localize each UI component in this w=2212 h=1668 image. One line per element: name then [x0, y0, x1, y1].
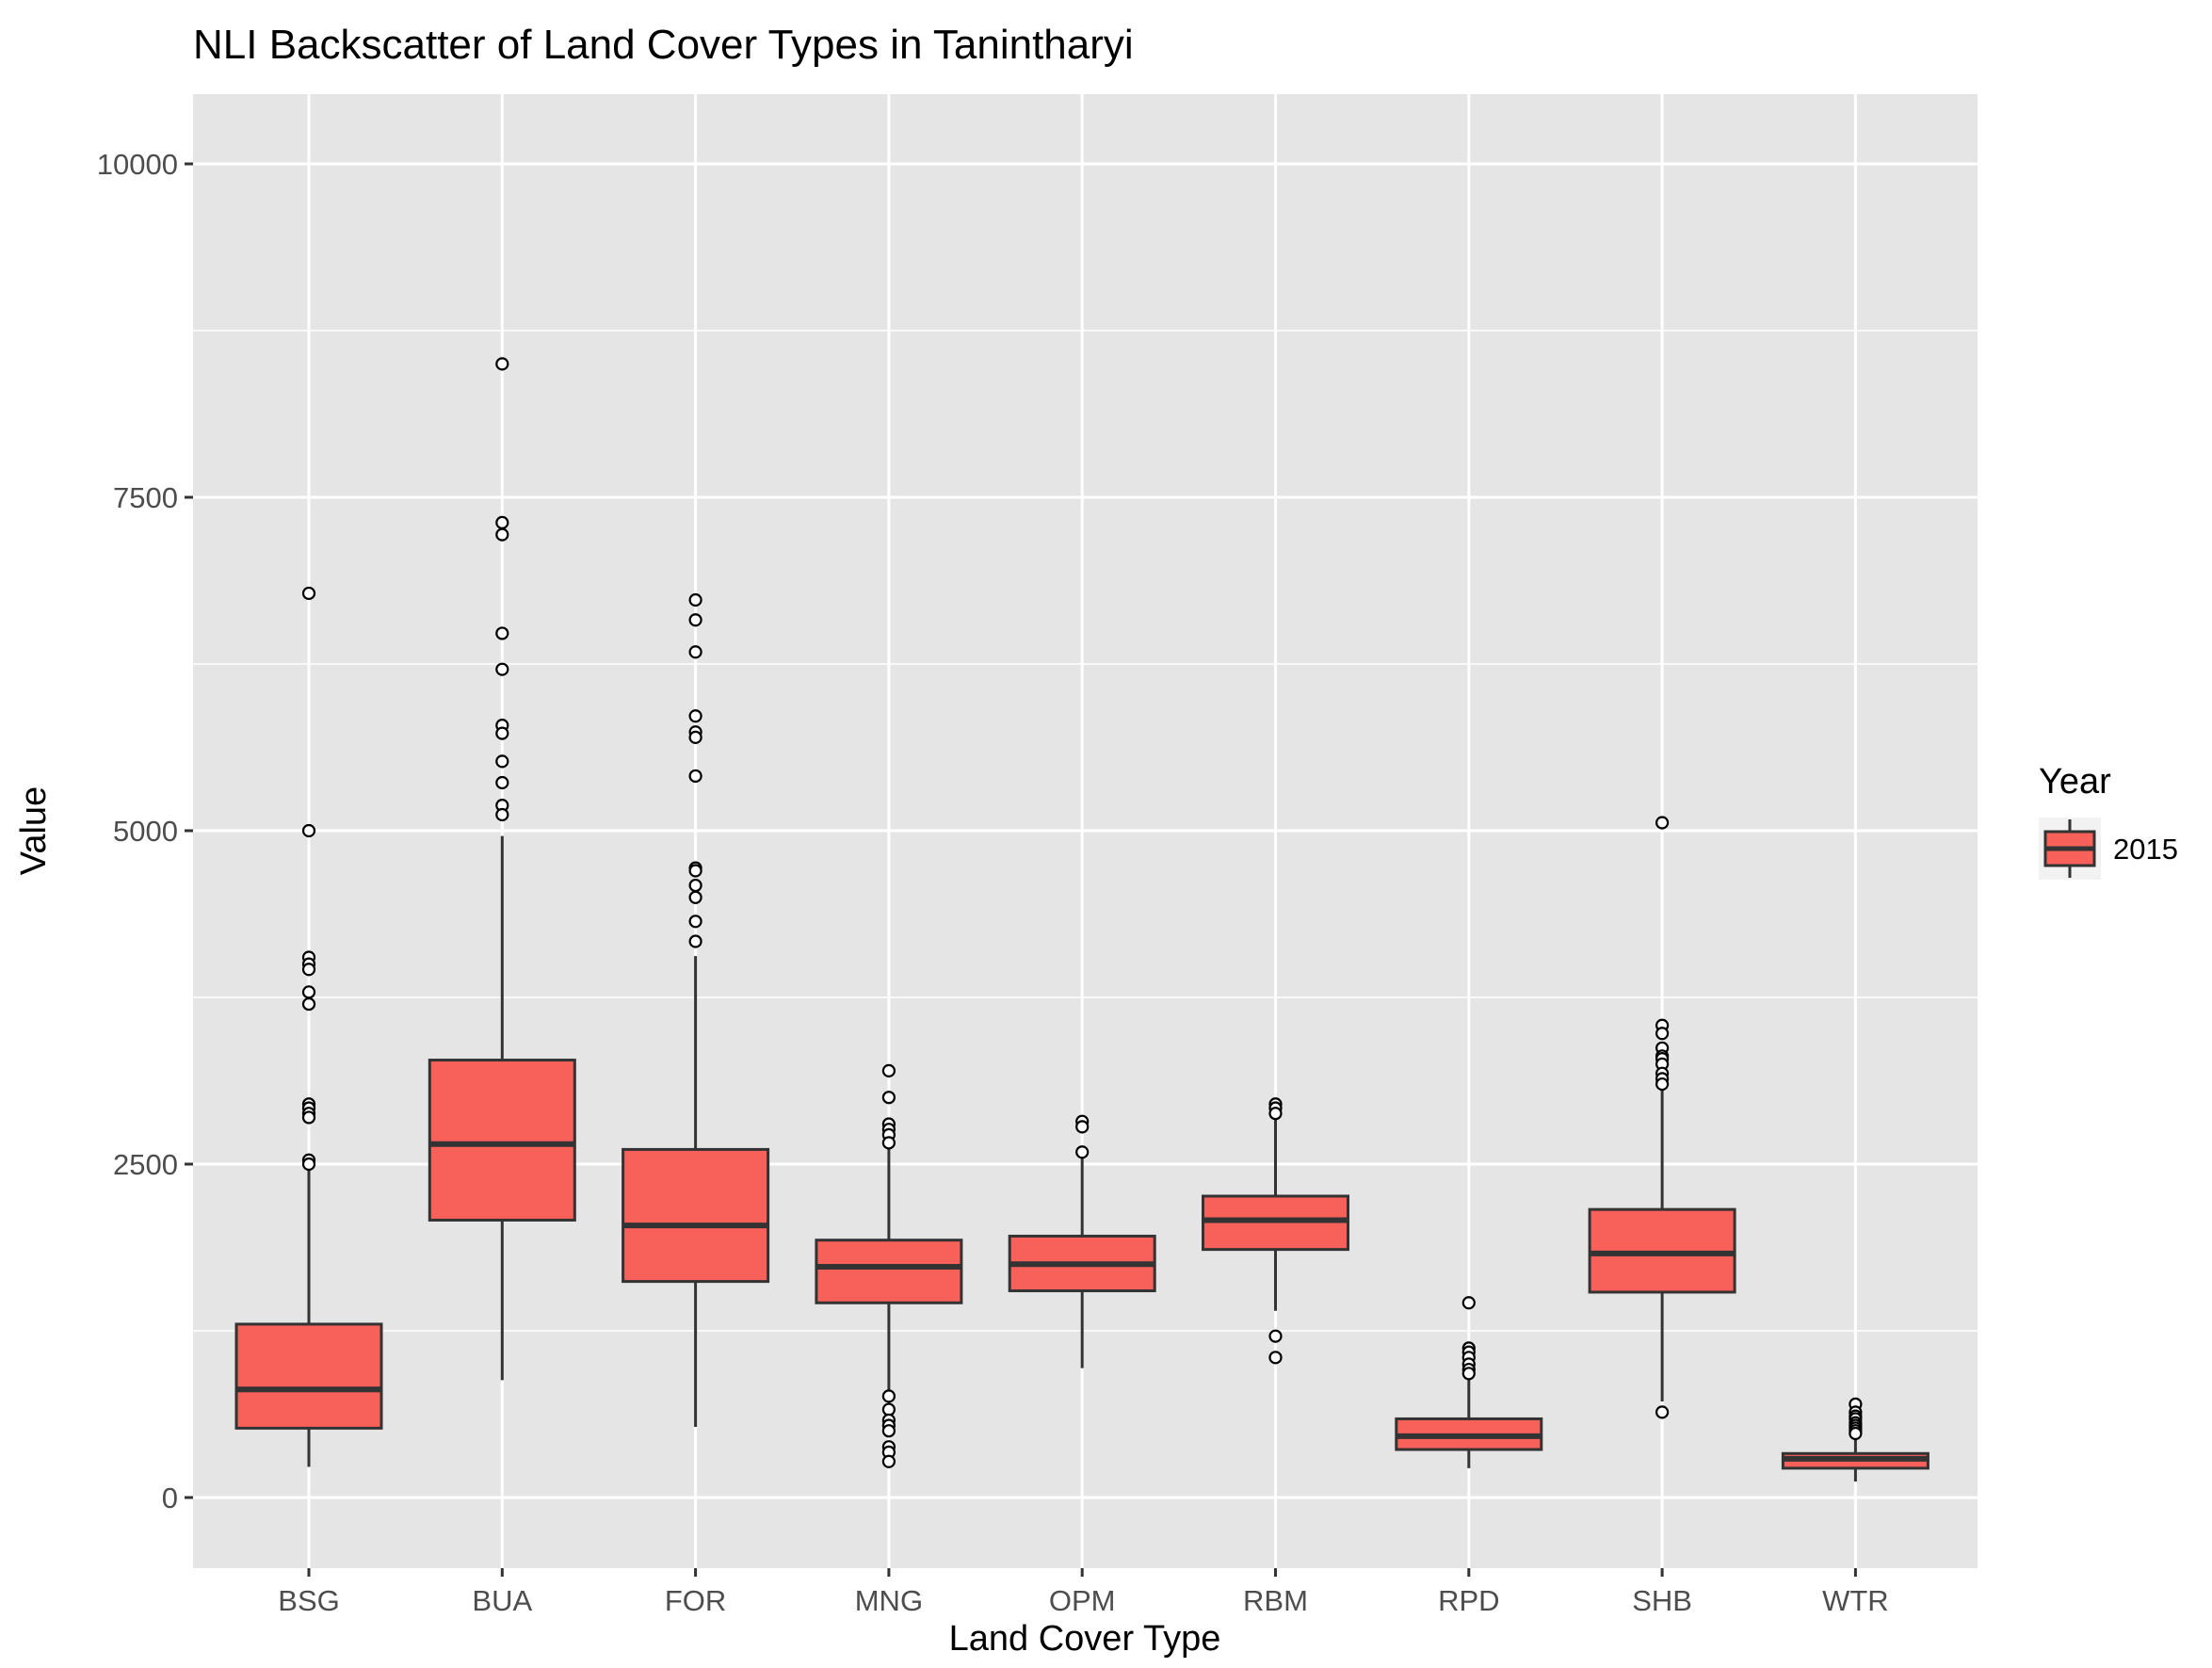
- y-axis-title: Value: [14, 786, 54, 875]
- outlier-point: [1461, 1367, 1476, 1381]
- outlier-point: [688, 613, 702, 627]
- outlier-point: [688, 934, 702, 948]
- outlier-point: [881, 1424, 896, 1438]
- outlier-point: [301, 996, 316, 1012]
- outlier-point: [881, 1091, 896, 1105]
- outlier-point: [495, 626, 509, 640]
- outlier-point: [301, 823, 316, 838]
- outlier-point: [1268, 1329, 1283, 1343]
- x-tick-label: OPM: [1049, 1584, 1116, 1617]
- box: [622, 1147, 770, 1284]
- outlier-point: [881, 1063, 896, 1077]
- outlier-point: [301, 1110, 316, 1125]
- legend: Year 2015: [2039, 762, 2178, 880]
- outlier-point: [301, 586, 316, 601]
- outlier-point: [495, 662, 509, 676]
- outlier-point: [1655, 1077, 1670, 1092]
- x-axis: BSG BUA FOR MNG OPM RBM RPD SHB WTR: [278, 1568, 1889, 1617]
- outlier-point: [495, 726, 509, 740]
- outlier-point: [881, 1136, 896, 1150]
- chart-title: NLI Backscatter of Land Cover Types in T…: [193, 22, 1134, 68]
- x-tick-label: MNG: [855, 1584, 923, 1617]
- outlier-point: [688, 645, 702, 659]
- x-tick-label: WTR: [1822, 1584, 1889, 1617]
- box: [234, 1322, 383, 1430]
- outlier-point: [301, 963, 316, 977]
- boxplot-rbm: [1202, 1097, 1349, 1365]
- x-axis-title: Land Cover Type: [949, 1619, 1221, 1659]
- outlier-point: [1075, 1145, 1090, 1159]
- boxplot-opm: [1008, 1114, 1156, 1368]
- boxplot-for: [622, 592, 770, 1427]
- outlier-point: [301, 1157, 316, 1172]
- outlier-point: [1268, 1107, 1283, 1121]
- outlier-point: [688, 915, 702, 929]
- outlier-point: [495, 807, 509, 822]
- outlier-point: [688, 709, 702, 723]
- boxplot-shb: [1588, 816, 1736, 1419]
- outlier-point: [688, 730, 702, 744]
- boxplot-mng: [815, 1063, 963, 1468]
- outlier-point: [688, 769, 702, 784]
- outlier-point: [1849, 1426, 1863, 1441]
- x-tick-label: FOR: [665, 1584, 726, 1617]
- outlier-point: [688, 864, 702, 878]
- outlier-point: [1655, 1027, 1670, 1041]
- y-axis: 0 2500 5000 7500 10000: [97, 148, 193, 1514]
- y-tick-label: 0: [162, 1482, 178, 1514]
- outlier-point: [1075, 1120, 1090, 1134]
- boxplot-bua: [428, 357, 576, 1381]
- boxplot-rpd: [1395, 1296, 1543, 1468]
- outlier-point: [881, 1389, 896, 1403]
- boxplot-bsg: [234, 586, 383, 1467]
- x-tick-label: BUA: [472, 1584, 532, 1617]
- outlier-point: [495, 357, 509, 371]
- outlier-point: [881, 1402, 896, 1417]
- outlier-point: [495, 775, 509, 790]
- x-tick-label: BSG: [278, 1584, 339, 1617]
- legend-title: Year: [2039, 762, 2111, 802]
- outlier-point: [688, 878, 702, 893]
- outlier-point: [688, 890, 702, 904]
- outlier-point: [301, 985, 316, 999]
- y-tick-label: 7500: [113, 481, 178, 514]
- outlier-point: [881, 1454, 896, 1468]
- outlier-point: [495, 527, 509, 542]
- x-tick-label: RPD: [1438, 1584, 1499, 1617]
- outlier-point: [1461, 1296, 1476, 1310]
- outlier-point: [1655, 1405, 1670, 1419]
- outlier-point: [495, 754, 509, 769]
- outlier-point: [688, 592, 702, 607]
- outlier-point: [1268, 1351, 1283, 1365]
- legend-label-2015: 2015: [2113, 833, 2178, 866]
- x-tick-label: SHB: [1632, 1584, 1692, 1617]
- y-tick-label: 10000: [97, 148, 178, 181]
- outlier-point: [495, 515, 509, 530]
- x-tick-label: RBM: [1243, 1584, 1308, 1617]
- box: [428, 1059, 576, 1222]
- box: [815, 1239, 963, 1304]
- boxplots: [234, 357, 1929, 1482]
- outlier-point: [1655, 816, 1670, 830]
- y-tick-label: 2500: [113, 1148, 178, 1181]
- y-tick-label: 5000: [113, 815, 178, 848]
- boxplot-wtr: [1781, 1397, 1929, 1482]
